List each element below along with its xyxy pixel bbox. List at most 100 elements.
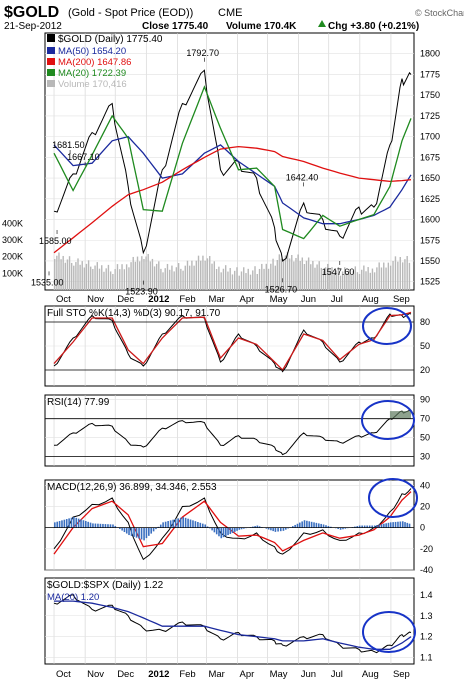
volume-bar: [247, 268, 249, 290]
macd-histogram-bar: [240, 527, 243, 530]
volume-bar: [356, 272, 359, 290]
series-line-ma-200-: [53, 145, 412, 254]
panel-frame: [44, 577, 415, 665]
macd-histogram-bar: [162, 522, 164, 528]
macd-histogram-bar: [394, 521, 397, 528]
volume-bar: [191, 260, 193, 290]
volume-bar: [240, 271, 243, 290]
volume-bar: [406, 256, 408, 290]
macd-histogram-bar: [114, 525, 117, 528]
annotation-label: 1526.70: [265, 284, 298, 294]
y-tick-label: 1775: [420, 69, 440, 79]
volume-bar: [389, 265, 392, 290]
macd-histogram-bar: [73, 517, 75, 528]
macd-histogram-bar: [401, 521, 404, 528]
volume-bar: [238, 275, 240, 290]
volume-bar: [213, 261, 215, 290]
bottom-month-label: Oct: [56, 669, 71, 680]
highlight-ellipse: [362, 611, 416, 653]
volume-bar: [312, 260, 314, 290]
series-line--gold: [53, 69, 412, 262]
credit-label: © StockCharts.com: [415, 8, 464, 18]
volume-bar: [169, 269, 171, 290]
panel-ratio: 1.4 1.3 1.2 1.1 $GOLD:$SPX (Daily) 1.22MA(20…: [44, 577, 433, 665]
volume-bar: [303, 264, 306, 290]
macd-histogram-bar: [342, 527, 344, 530]
macd-histogram-bar: [399, 521, 402, 528]
y-tick-label: 1800: [420, 49, 440, 59]
legend-swatch: [47, 80, 55, 87]
y-tick-label: 1600: [420, 215, 440, 225]
bottom-month-label: Jul: [331, 669, 343, 680]
volume-tick-label: 100K: [2, 268, 23, 278]
volume-bar: [272, 258, 274, 290]
volume-bar: [316, 264, 318, 290]
volume-bar: [350, 274, 352, 290]
volume-bar: [261, 263, 263, 290]
series-line-signal: [53, 491, 412, 555]
volume-bar: [64, 262, 67, 290]
volume-bar: [81, 261, 83, 290]
volume-bar: [378, 262, 380, 290]
macd-histogram-bar: [220, 527, 223, 539]
volume-bar: [333, 273, 335, 290]
volume-bar: [267, 268, 270, 290]
month-label: Nov: [87, 294, 104, 305]
volume-bar: [352, 270, 354, 290]
macd-histogram-bar: [387, 522, 390, 528]
volume-bar: [160, 268, 162, 290]
macd-histogram-bar: [215, 527, 218, 535]
volume-bar: [151, 258, 154, 290]
macd-histogram-bar: [252, 526, 254, 528]
panel-price: 1800 1775 1750 1725 1700 1675 1650 1625 1600 1575…: [2, 32, 440, 305]
series-line--d: [53, 311, 412, 372]
volume-bar: [335, 270, 337, 290]
month-label: Oct: [56, 294, 71, 305]
macd-histogram-bar: [70, 517, 73, 528]
macd-histogram-bar: [299, 522, 301, 528]
volume-bar: [297, 254, 299, 290]
volume-bar: [291, 255, 293, 290]
month-label: May: [270, 294, 288, 305]
macd-histogram-bar: [356, 526, 359, 528]
macd-histogram-bar: [218, 527, 220, 537]
legend-label: MA(200) 1647.86: [58, 57, 131, 68]
month-label: Feb: [179, 294, 195, 305]
volume-bar: [224, 265, 227, 290]
y-tick-label: 1525: [420, 277, 440, 287]
macd-histogram-bar: [133, 527, 135, 537]
volume-bar: [87, 260, 90, 290]
volume-bar: [158, 261, 160, 290]
volume-bar: [305, 260, 308, 290]
macd-histogram-bar: [107, 524, 109, 528]
y-tick-label: -40: [420, 565, 433, 575]
date-label: 21-Sep-2012: [4, 21, 62, 32]
macd-histogram-bar: [145, 527, 148, 539]
macd-histogram-bar: [68, 518, 70, 528]
month-label: Jul: [331, 294, 343, 305]
volume-bar: [54, 259, 56, 290]
macd-histogram-bar: [301, 521, 303, 528]
macd-histogram-bar: [102, 523, 104, 528]
macd-histogram-bar: [406, 522, 409, 528]
macd-histogram-bar: [179, 517, 182, 528]
panel-title: Full STO %K(14,3) %D(3) 90.17, 91.70: [47, 308, 221, 319]
macd-histogram-bar: [368, 525, 371, 528]
volume-bar: [392, 261, 394, 290]
volume-bar: [299, 261, 301, 290]
series-line-ma-20-: [53, 85, 412, 240]
volume-bar: [90, 266, 92, 290]
volume-bar: [83, 267, 86, 290]
highlight-ellipse: [368, 478, 418, 518]
volume-bar: [318, 261, 320, 290]
macd-histogram-bar: [325, 525, 327, 528]
macd-histogram-bar: [256, 525, 259, 528]
panel-title: $GOLD:$SPX (Daily) 1.22: [47, 580, 164, 591]
y-tick-label: 80: [420, 317, 430, 327]
macd-histogram-bar: [197, 522, 199, 528]
volume-bar: [293, 261, 295, 290]
volume-bar: [385, 267, 387, 290]
macd-histogram-bar: [77, 518, 80, 528]
volume-bar: [94, 265, 96, 290]
volume-bar: [79, 264, 81, 290]
